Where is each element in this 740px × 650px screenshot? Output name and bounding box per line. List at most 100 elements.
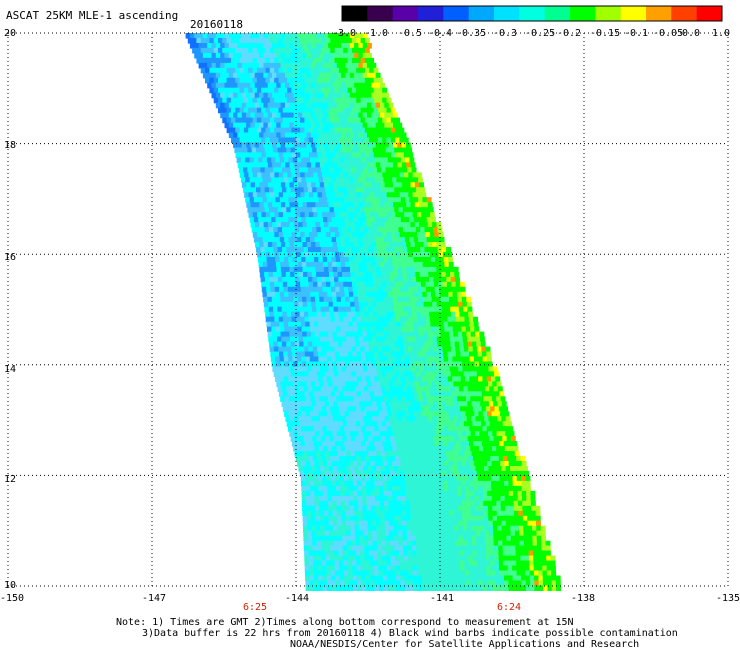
swath-cell — [388, 495, 393, 502]
swath-cell — [344, 426, 349, 432]
swath-cell — [267, 122, 273, 129]
swath-cell — [311, 401, 317, 407]
swath-cell — [375, 202, 381, 208]
swath-cell — [257, 152, 262, 158]
swath-cell — [272, 122, 277, 129]
swath-cell — [474, 500, 480, 507]
swath-cell — [261, 127, 267, 134]
swath-cell — [295, 87, 301, 94]
swath-cell — [448, 461, 454, 467]
swath-cell — [390, 311, 396, 318]
swath-cell — [351, 227, 356, 233]
swath-cell — [455, 406, 461, 412]
swath-cell — [328, 366, 334, 373]
swath-cell — [319, 122, 325, 129]
swath-cell — [375, 266, 381, 273]
swath-cell — [297, 217, 302, 223]
swath-cell — [303, 535, 309, 542]
swath-cell — [389, 306, 395, 313]
swath-cell — [377, 346, 383, 353]
swath-cell — [398, 535, 404, 542]
swath-cell — [401, 505, 407, 512]
swath-cell — [286, 187, 292, 193]
swath-cell — [386, 456, 392, 462]
swath-cell — [399, 311, 404, 318]
swath-cell — [319, 92, 325, 99]
swath-cell — [352, 192, 358, 198]
swath-cell — [318, 177, 324, 183]
swath-cell — [342, 227, 348, 233]
swath-cell — [365, 212, 370, 218]
swath-cell — [366, 461, 372, 467]
swath-cell — [326, 77, 331, 84]
swath-cell — [293, 52, 299, 59]
swath-cell — [436, 222, 442, 228]
swath-cell — [396, 500, 402, 507]
swath-cell — [438, 456, 444, 462]
swath-cell — [290, 187, 296, 193]
swath-cell — [375, 112, 381, 119]
swath-cell — [300, 97, 305, 104]
swath-cell — [507, 471, 512, 477]
swath-cell — [354, 122, 359, 129]
swath-cell — [269, 187, 274, 193]
swath-cell — [453, 381, 459, 387]
swath-cell — [305, 157, 311, 163]
swath-cell — [345, 162, 351, 168]
swath-cell — [404, 480, 410, 487]
swath-cell — [361, 426, 367, 432]
swath-cell — [300, 391, 306, 397]
swath-cell — [409, 326, 415, 333]
swath-cell — [236, 157, 242, 163]
swath-cell — [353, 396, 359, 402]
swath-cell — [400, 490, 406, 497]
swath-cell — [381, 311, 387, 318]
swath-cell — [384, 266, 390, 273]
swath-cell — [292, 237, 298, 243]
swath-cell — [502, 471, 508, 477]
swath-cell — [484, 466, 489, 472]
swath-cell — [440, 466, 446, 472]
swath-cell — [456, 376, 462, 382]
swath-cell — [364, 247, 369, 253]
swath-cell — [517, 485, 523, 492]
swath-cell — [321, 47, 327, 54]
swath-cell — [369, 152, 375, 158]
swath-cell — [493, 530, 499, 537]
swath-cell — [495, 476, 501, 482]
swath-cell — [387, 426, 393, 432]
swath-cell — [405, 500, 411, 507]
swath-cell — [209, 47, 215, 54]
swath-cell — [465, 321, 470, 328]
swath-cell — [319, 495, 324, 502]
swath-cell — [367, 431, 372, 437]
swath-cell — [326, 192, 332, 198]
swath-cell — [386, 172, 392, 178]
swath-cell — [339, 406, 344, 412]
swath-cell — [333, 401, 339, 407]
swath-cell — [287, 137, 292, 144]
swath-cell — [522, 515, 528, 522]
swath-cell — [478, 480, 484, 487]
swath-cell — [282, 147, 287, 154]
swath-cell — [395, 127, 400, 134]
swath-cell — [276, 43, 282, 49]
swath-cell — [333, 341, 339, 348]
swath-cell — [342, 371, 348, 377]
swath-cell — [448, 446, 454, 452]
swath-cell — [312, 535, 317, 542]
swath-cell — [440, 266, 446, 273]
swath-cell — [377, 117, 383, 124]
swath-cell — [328, 266, 334, 273]
swath-cell — [297, 326, 303, 333]
swath-cell — [479, 366, 485, 373]
swath-cell — [449, 505, 454, 512]
swath-cell — [491, 480, 496, 487]
swath-cell — [270, 316, 275, 323]
swath-cell — [489, 371, 495, 377]
swath-cell — [239, 57, 245, 64]
swath-cell — [523, 520, 528, 527]
swath-cell — [412, 421, 417, 427]
swath-cell — [421, 316, 427, 323]
swath-cell — [461, 396, 467, 402]
